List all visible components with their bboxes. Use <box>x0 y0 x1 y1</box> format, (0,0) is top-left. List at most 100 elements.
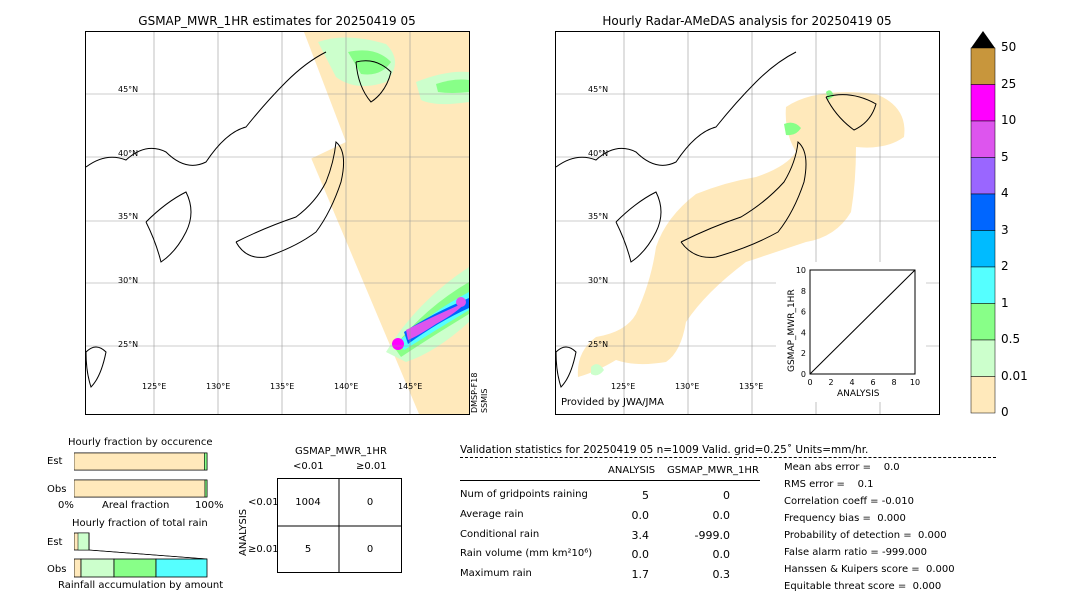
left-lat-40: 40°N <box>118 149 139 158</box>
scatter-inset: 0 2 4 6 8 10 0 2 4 6 8 10 <box>796 266 920 387</box>
cell-10: 5 <box>304 544 312 555</box>
row-label-3: Rain volume (mm km²10⁶) <box>460 548 593 559</box>
scatter-xtick: 8 <box>891 378 896 387</box>
contingency-grid <box>277 478 402 573</box>
left-map-grid <box>86 32 469 414</box>
total-rain-title: Hourly fraction of total rain <box>72 518 208 529</box>
left-lat-25: 25°N <box>118 340 139 349</box>
left-map-title: GSMAP_MWR_1HR estimates for 20250419 05 <box>138 14 416 28</box>
occurrence-bar <box>204 479 208 498</box>
occ-obs-label: Obs <box>47 484 67 495</box>
right-lon-135: 135°E <box>739 382 764 391</box>
colorbar-label: 5 <box>1001 149 1009 164</box>
row-g-1: 0.0 <box>712 509 731 522</box>
row-label-0: Num of gridpoints raining <box>460 489 588 500</box>
colorbar-swatch <box>970 376 996 414</box>
colorbar-arrow <box>971 31 995 48</box>
row-g-2: -999.0 <box>694 529 730 542</box>
validation-divider <box>460 457 996 458</box>
colorbar-label: 1 <box>1001 295 1009 310</box>
score-6: Hanssen & Kuipers score = 0.000 <box>784 564 955 575</box>
occ-tick-0: 0% <box>58 500 74 511</box>
left-lon-140: 140°E <box>334 382 359 391</box>
row-label-4: Maximum rain <box>460 568 532 579</box>
row-a-2: 3.4 <box>631 529 650 542</box>
validation-header: Validation statistics for 20250419 05 n=… <box>460 444 869 456</box>
left-map-panel <box>85 31 470 415</box>
colorbar-swatch <box>970 193 996 231</box>
occurrence-bar <box>74 479 206 498</box>
row-g-3: 0.0 <box>712 548 731 561</box>
colorbar <box>970 31 996 414</box>
scatter-ytick: 4 <box>801 328 806 337</box>
colorbar-label: 0.01 <box>1001 368 1028 383</box>
score-7: Equitable threat score = 0.000 <box>784 581 942 592</box>
contingency-col-ge: ≥0.01 <box>356 461 387 472</box>
colorbar-label: 0.5 <box>1001 332 1021 346</box>
row-g-4: 0.3 <box>712 568 731 581</box>
scatter-xtick: 2 <box>828 378 833 387</box>
colorbar-label: 2 <box>1001 259 1009 273</box>
contingency-row-ge: ≥0.01 <box>248 544 279 555</box>
score-0: Mean abs error = 0.0 <box>784 462 900 473</box>
satellite-label-1: DMSP-F18 <box>470 372 479 413</box>
scatter-ytick: 10 <box>796 266 806 275</box>
total-rain-bars <box>74 532 208 578</box>
colorbar-swatch <box>970 157 996 195</box>
contingency-col-lt: <0.01 <box>293 461 324 472</box>
row-a-0: 5 <box>642 489 649 502</box>
occ-est-label: Est <box>47 456 63 467</box>
left-lon-130: 130°E <box>206 382 231 391</box>
colorbar-swatch <box>970 120 996 158</box>
col-analysis: ANALYSIS <box>608 465 656 476</box>
colorbar-label: 3 <box>1001 222 1009 237</box>
left-lon-125: 125°E <box>142 382 167 391</box>
left-lat-35: 35°N <box>118 212 139 221</box>
scatter-xlabel: ANALYSIS <box>837 389 880 399</box>
colorbar-label: 10 <box>1001 113 1017 127</box>
left-lon-135: 135°E <box>270 382 295 391</box>
analysis-coverage <box>577 92 905 377</box>
score-4: Probability of detection = 0.000 <box>784 530 947 541</box>
credit-text: Provided by JWA/JMA <box>561 397 664 408</box>
rain-xlabel: Rainfall accumulation by amount <box>58 580 224 591</box>
right-lon-125: 125°E <box>611 382 636 391</box>
rain-obs-label: Obs <box>47 564 67 575</box>
score-5: False alarm ratio = -999.000 <box>784 547 927 558</box>
colorbar-swatch <box>970 84 996 122</box>
cell-01: 0 <box>366 497 374 508</box>
cell-11: 0 <box>366 544 374 555</box>
contingency-title: GSMAP_MWR_1HR <box>295 446 387 457</box>
scatter-ytick: 6 <box>801 308 806 317</box>
occ-tick-100: 100% <box>195 500 224 511</box>
scatter-ytick: 8 <box>801 287 806 296</box>
colorbar-label: 25 <box>1001 76 1017 91</box>
colorbar-label: 50 <box>1001 40 1017 54</box>
occurrence-bars <box>74 452 208 498</box>
row-label-1: Average rain <box>460 509 524 520</box>
right-lat-35: 35°N <box>588 212 609 221</box>
row-a-3: 0.0 <box>631 548 650 561</box>
right-map-title: Hourly Radar-AMeDAS analysis for 2025041… <box>602 14 892 28</box>
contingency-row-lt: <0.01 <box>248 497 279 508</box>
score-2: Correlation coeff = -0.010 <box>784 496 914 507</box>
colorbar-swatch <box>970 47 996 85</box>
scatter-xtick: 4 <box>849 378 854 387</box>
colorbar-swatch <box>970 266 996 304</box>
colorbar-swatch <box>970 230 996 268</box>
scatter-xtick: 0 <box>807 378 812 387</box>
scatter-ytick: 0 <box>801 370 806 379</box>
right-lon-130: 130°E <box>675 382 700 391</box>
right-lat-40: 40°N <box>588 149 609 158</box>
left-lat-45: 45°N <box>118 85 139 94</box>
scatter-xtick: 10 <box>910 378 920 387</box>
row-a-4: 1.7 <box>631 568 650 581</box>
scatter-ylabel: GSMAP_MWR_1HR <box>787 289 797 372</box>
satellite-label-2: SSMIS <box>480 388 489 414</box>
left-map-svg <box>86 32 469 414</box>
scatter-diagonal <box>809 269 916 375</box>
validation-rule <box>460 480 760 481</box>
occ-xlabel: Areal fraction <box>102 500 170 511</box>
right-lat-45: 45°N <box>588 85 609 94</box>
left-lat-30: 30°N <box>118 276 139 285</box>
